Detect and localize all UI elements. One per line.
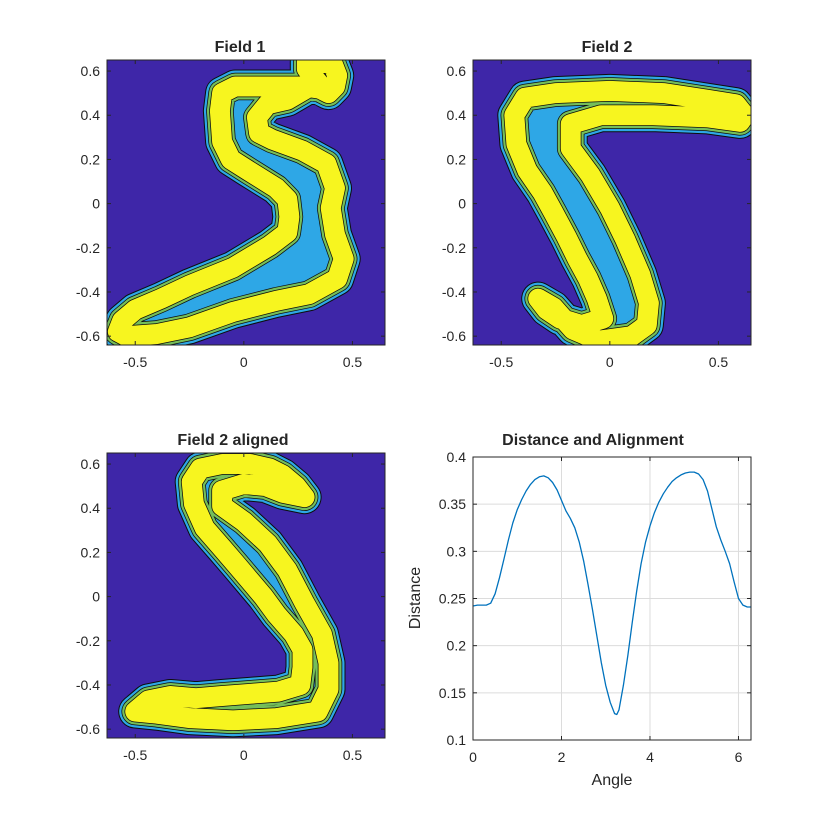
- y-tick-label: -0.4: [76, 284, 100, 300]
- axes-box: [106, 452, 386, 739]
- x-tick-label: 0: [240, 747, 248, 763]
- field-2-plot-area: [473, 60, 751, 345]
- y-tick-label: 0.6: [81, 63, 101, 79]
- contour-level-high: [125, 454, 339, 731]
- y-tick-label: -0.6: [76, 328, 100, 344]
- y-tick-label: 0: [92, 589, 100, 605]
- y-tick-label: 0.25: [439, 591, 466, 607]
- x-tick-label: -0.5: [123, 354, 147, 370]
- panel-title: Field 1: [215, 39, 266, 56]
- panel-field-2: Field 2 -0.5 0 0.5 0.6 0.4 0.2 0 -0.2 -0.4 -0.6: [442, 39, 752, 370]
- x-tick-label: 0.5: [343, 354, 363, 370]
- field-1-plot-area: [107, 60, 385, 345]
- x-axis-label: Angle: [592, 772, 633, 789]
- y-tick-label: -0.2: [76, 633, 100, 649]
- y-tick-label: 0.4: [81, 500, 101, 516]
- y-tick-label: 0.2: [81, 544, 101, 560]
- y-tick-label: 0.2: [81, 151, 101, 167]
- y-tick-label: 0.35: [439, 496, 466, 512]
- panel-title: Distance and Alignment: [502, 432, 684, 449]
- y-tick-label: -0.2: [76, 240, 100, 256]
- field-2-ticks: -0.5 0 0.5 0.6 0.4 0.2 0 -0.2 -0.4 -0.6: [442, 60, 751, 370]
- x-tick-label: -0.5: [123, 747, 147, 763]
- y-tick-label: 0.2: [447, 151, 467, 167]
- distance-plot-area: [473, 471, 751, 716]
- y-tick-label: 0: [92, 196, 100, 212]
- panel-field-1: Field 1 -0.5 0 0.5 0.6 0.4 0.2 0 -0.2 -0.4 -0.6: [76, 39, 386, 370]
- y-tick-label: -0.4: [76, 677, 100, 693]
- y-axis-label: Distance: [407, 567, 424, 629]
- panel-title: Field 2 aligned: [177, 432, 288, 449]
- axes-box: [106, 59, 386, 346]
- distance-ticks: 0 2 4 6 0.1 0.15 0.2 0.25 0.3 0.35 0.4: [439, 449, 751, 765]
- x-tick-label: 2: [558, 749, 566, 765]
- x-tick-label: 6: [735, 749, 743, 765]
- y-tick-label: -0.2: [442, 240, 466, 256]
- y-tick-label: 0.15: [439, 685, 466, 701]
- x-tick-label: 0: [469, 749, 477, 765]
- x-tick-label: 0.5: [709, 354, 729, 370]
- panel-field-2-aligned: Field 2 aligned -0.5 0 0.50.60.40.20-0.2-0…: [76, 432, 386, 763]
- y-tick-label: 0.1: [447, 732, 467, 748]
- y-tick-label: 0.3: [447, 543, 467, 559]
- distance-series-line: [473, 471, 751, 716]
- y-tick-label: -0.6: [442, 328, 466, 344]
- panel-distance-alignment: Distance and Alignment 0 2 4 6 0.1 0.15 0.2 0.2…: [407, 432, 752, 789]
- y-tick-label: 0.6: [447, 63, 467, 79]
- y-tick-label: 0.4: [447, 107, 467, 123]
- panel-title: Field 2: [582, 39, 633, 56]
- y-tick-label: -0.6: [76, 721, 100, 737]
- x-tick-label: 0: [606, 354, 614, 370]
- contour-level-high: [107, 60, 354, 345]
- y-tick-label: 0.4: [447, 449, 467, 465]
- y-tick-label: 0.6: [81, 456, 101, 472]
- contour-level-high: [504, 80, 751, 345]
- y-tick-label: -0.4: [442, 284, 466, 300]
- x-tick-label: 4: [646, 749, 654, 765]
- y-tick-label: 0: [458, 196, 466, 212]
- field-2-aligned-ticks: -0.5 0 0.5 0.6 0.4 0.2 0 -0.2 -0.4 -0.6: [76, 453, 385, 763]
- field-1-ticks: -0.5 0 0.5 0.6 0.4 0.2 0 -0.2 -0.4 -0.6: [76, 60, 385, 370]
- axes-box: [472, 59, 752, 346]
- x-tick-label: -0.5: [489, 354, 513, 370]
- field-2-aligned-plot-area: [107, 453, 385, 738]
- y-tick-label: 0.4: [81, 107, 101, 123]
- x-tick-label: 0.5: [343, 747, 363, 763]
- y-tick-label: 0.2: [447, 638, 467, 654]
- x-tick-label: 0: [240, 354, 248, 370]
